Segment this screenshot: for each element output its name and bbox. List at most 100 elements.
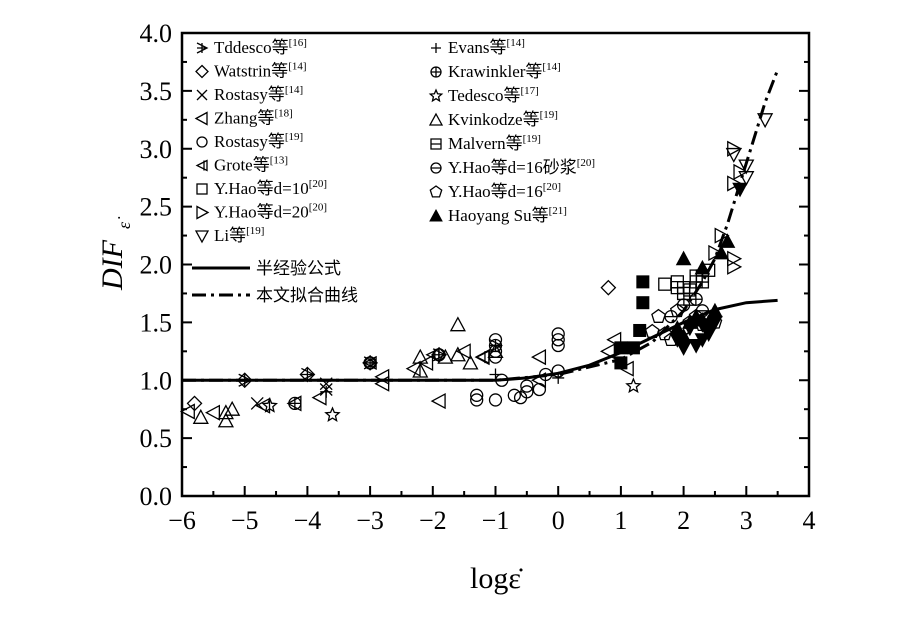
data-point — [462, 354, 479, 370]
legend-label-name: Y.Hao等d=20 — [214, 203, 309, 222]
legend-marker — [195, 159, 208, 172]
y-tick-label: 0.0 — [140, 482, 173, 511]
data-point — [600, 279, 617, 296]
data-point — [539, 367, 553, 382]
y-tick-label: 2.0 — [140, 251, 173, 280]
data-point — [733, 163, 749, 180]
data-point — [694, 333, 711, 348]
data-point — [675, 250, 692, 266]
legend-label-ref: [19] — [285, 131, 303, 143]
data-point — [738, 159, 755, 175]
data-point — [487, 342, 504, 358]
data-point — [682, 321, 698, 337]
data-point — [217, 412, 234, 428]
y-tick-label: 3.5 — [140, 77, 173, 106]
data-point — [374, 368, 390, 385]
data-point — [299, 366, 316, 383]
legend-label-name: Malvern等 — [448, 134, 523, 153]
y-tick-label: 3.0 — [140, 135, 173, 164]
legend-label: Li等[19] — [214, 225, 264, 245]
legend-label-name: Zhang等 — [214, 109, 274, 128]
legend-label-name: Y.Hao等d=10 — [214, 179, 309, 198]
legend-label-ref: [20] — [309, 178, 327, 190]
data-point — [362, 354, 379, 371]
y-tick-label: 1.5 — [140, 308, 173, 337]
data-point — [449, 346, 466, 362]
data-point — [324, 406, 341, 422]
legend: Tddesco等[16]Watstrin等[14]Rostasy等[14]Zha… — [192, 37, 595, 305]
data-point — [224, 400, 241, 416]
legend-label-name: Evans等 — [448, 38, 507, 57]
legend-label: 半经验公式 — [256, 259, 341, 278]
legend-label-name: Y.Hao等d=16砂浆 — [448, 158, 577, 177]
legend-label: Y.Hao等d=16砂浆[20] — [448, 157, 595, 177]
legend-label: Tedesco等[17] — [448, 85, 539, 105]
fitted-curve — [182, 69, 779, 382]
axis-titles: logε̇ DIF ε̇ — [96, 216, 523, 595]
data-point — [636, 275, 650, 289]
legend-label-ref: [17] — [520, 85, 538, 97]
legend-marker — [196, 42, 209, 54]
legend-marker — [428, 88, 444, 103]
legend-label: Grote等[13] — [214, 155, 288, 175]
legend-marker — [431, 43, 441, 53]
data-point — [669, 302, 685, 318]
data-point — [599, 343, 616, 360]
legend-marker — [430, 138, 442, 150]
legend-marker — [428, 112, 444, 126]
y-axis-title: DIF — [96, 239, 129, 291]
legend-label-ref: [14] — [285, 84, 303, 96]
data-point — [217, 404, 234, 420]
legend-marker — [196, 89, 208, 101]
data-point — [688, 339, 704, 354]
legend-label: Evans等[14] — [448, 37, 525, 57]
x-tick-label: 1 — [614, 506, 627, 535]
data-point — [694, 318, 711, 333]
legend-label-ref: [19] — [540, 109, 558, 121]
legend-marker — [194, 111, 208, 126]
legend-label: Zhang等[18] — [214, 108, 293, 128]
legend-label-ref: [20] — [309, 202, 327, 214]
legend-label-ref: [19] — [523, 133, 541, 145]
legend-label-ref: [14] — [542, 61, 560, 73]
y-tick-label: 0.5 — [140, 424, 173, 453]
legend-label-name: Watstrin等 — [214, 62, 288, 81]
legend-label-ref: [20] — [543, 181, 561, 193]
x-tick-label: 3 — [740, 506, 753, 535]
data-point — [455, 343, 471, 360]
data-point — [179, 403, 195, 420]
data-point — [319, 377, 333, 391]
data-point — [301, 367, 315, 382]
data-point — [651, 308, 666, 323]
data-point — [488, 333, 503, 347]
legend-label-ref: [16] — [289, 37, 307, 49]
legend-label-ref: [13] — [270, 155, 288, 167]
data-point — [727, 175, 743, 192]
data-point — [488, 393, 503, 407]
legend-label: Watstrin等[14] — [214, 61, 307, 81]
legend-label-name: Tddesco等 — [214, 38, 289, 57]
legend-marker — [194, 230, 210, 244]
data-point — [470, 393, 484, 407]
legend-label: Malvern等[19] — [448, 133, 541, 153]
legend-label: 本文拟合曲线 — [256, 286, 358, 305]
legend-label-name: Tedesco等 — [448, 86, 520, 105]
data-point — [552, 371, 565, 384]
data-point — [725, 147, 742, 163]
data-point — [626, 341, 640, 355]
x-tick-label: −1 — [482, 506, 510, 535]
legend-label-ref: [21] — [549, 205, 567, 217]
y-tick-label: 2.5 — [140, 193, 173, 222]
legend-marker — [429, 208, 443, 222]
legend-label-ref: [14] — [507, 37, 525, 49]
data-point — [236, 372, 253, 389]
data-point — [636, 296, 650, 310]
x-tick-label: 0 — [552, 506, 565, 535]
data-point — [738, 171, 755, 187]
x-tick-label: 4 — [803, 506, 816, 535]
data-point — [719, 233, 736, 248]
data-point — [261, 396, 278, 413]
x-axis-title: logε̇ — [470, 562, 523, 595]
legend-label: Rostasy等[14] — [214, 84, 303, 104]
